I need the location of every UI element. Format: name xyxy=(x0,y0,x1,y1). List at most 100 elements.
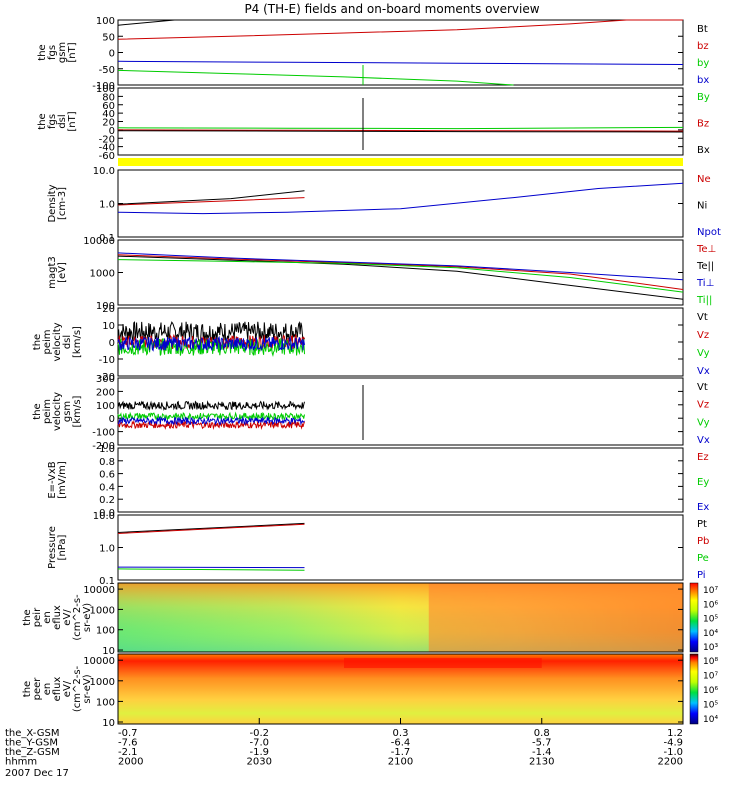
colorbar-tick-label: 10⁴ xyxy=(703,629,718,639)
panel-frame xyxy=(117,514,684,581)
y-axis-label: peim xyxy=(42,399,53,424)
y-tick-label: 80 xyxy=(102,92,115,103)
y-tick-label: 100 xyxy=(96,84,115,95)
y-axis-label: velocity xyxy=(52,322,63,361)
colorbar-tick-label: 10³ xyxy=(703,643,718,653)
y-tick-label: 0 xyxy=(109,414,115,425)
y-axis-label: [mV/m] xyxy=(57,461,68,499)
y-axis-label: [km/s] xyxy=(72,326,83,358)
colorbar xyxy=(689,582,699,653)
colorbar-tick-label: 10⁶ xyxy=(703,686,718,696)
spectrogram-electron-hot xyxy=(344,658,542,668)
legend-label: Vy xyxy=(697,348,710,359)
y-axis-label: the xyxy=(32,403,43,419)
y-tick-label: -100 xyxy=(92,428,115,439)
panel-magt3: 10000 1000 100 magt3 [eV] Te⊥ Te|| Ti⊥ Ti|| xyxy=(47,236,716,312)
y-axis-label: en xyxy=(42,683,53,696)
legend-label: Pb xyxy=(697,536,709,547)
panel-frame xyxy=(117,447,684,513)
legend-label: Ti⊥ xyxy=(696,278,714,289)
y-tick-label: -60 xyxy=(99,151,115,162)
legend-label: Pi xyxy=(697,570,706,581)
y-axis-label: peer xyxy=(32,677,43,701)
y-tick-label: 0.6 xyxy=(99,470,115,481)
series-line-Npot xyxy=(117,182,684,215)
colorbar-tick-label: 10⁵ xyxy=(703,701,718,711)
legend-label: bz xyxy=(697,41,709,52)
ephemeris-value: -1.4 xyxy=(532,747,552,758)
ephemeris-value: 2130 xyxy=(529,757,554,768)
y-tick-label: 1000 xyxy=(90,677,115,688)
y-tick-label: 50 xyxy=(102,32,115,43)
y-axis-label: dsl xyxy=(62,335,73,349)
ephemeris-value: 2200 xyxy=(658,757,683,768)
y-tick-label: 20 xyxy=(102,304,115,315)
ephemeris-value: -5.7 xyxy=(532,738,552,749)
y-tick-label: 40 xyxy=(102,109,115,120)
y-axis-label: [eV] xyxy=(57,262,68,283)
y-tick-label: 0.8 xyxy=(99,457,115,468)
y-tick-label: 10 xyxy=(102,718,115,729)
legend-label: Bt xyxy=(697,24,708,35)
y-axis-label: [nT] xyxy=(67,42,78,62)
series-line-Vx xyxy=(117,335,305,352)
ephemeris-value: -4.9 xyxy=(663,738,683,749)
flag-bar xyxy=(118,158,683,166)
y-axis-label: peim xyxy=(42,329,53,354)
y-axis-label: (cm^2-s- xyxy=(72,665,83,712)
y-tick-label: 0.4 xyxy=(99,482,115,493)
series-line-By xyxy=(117,126,684,130)
y-tick-label: 300 xyxy=(96,374,115,385)
ephemeris-label: the_X-GSM xyxy=(5,728,59,739)
y-axis-label: the xyxy=(37,44,48,60)
ephemeris-value: -7.6 xyxy=(118,738,138,749)
y-axis-label: gsm xyxy=(62,401,73,422)
legend-label: Pt xyxy=(697,519,707,530)
colorbar-tick-label: 10⁷ xyxy=(703,672,718,682)
series-line-Bt xyxy=(117,19,401,26)
legend-label: Ti|| xyxy=(696,295,712,306)
y-tick-label: 0 xyxy=(109,49,115,60)
panel-frame xyxy=(117,19,684,86)
panel-fgs-gsm: 100 50 0 -50 -100 the fgs gsm [nT] Bt bz by bx xyxy=(37,16,709,92)
series-line-bx xyxy=(117,60,684,65)
y-axis-label: sr-eV) xyxy=(82,603,93,632)
series-line-Ti|| xyxy=(117,259,684,293)
y-axis-label: en xyxy=(42,611,53,624)
y-axis-label: Density xyxy=(47,184,58,222)
y-tick-label: -50 xyxy=(99,65,115,76)
series-line-Te|| xyxy=(117,255,684,300)
panel-peer-en-eflux: 10⁸ 10⁷ 10⁶ 10⁵ 10⁴ 10000 1000 100 10 the peer en ef… xyxy=(22,653,718,729)
panel-frame xyxy=(117,582,684,653)
series-line-Pb xyxy=(117,523,305,534)
legend-label: Vt xyxy=(697,312,708,323)
y-tick-label: 100 xyxy=(96,16,115,27)
ephemeris-value: 2030 xyxy=(247,757,272,768)
colorbar xyxy=(689,653,699,725)
y-axis-label: eV/ xyxy=(62,609,73,626)
panel-frame xyxy=(117,377,684,446)
y-tick-label: 20 xyxy=(102,118,115,129)
spectrogram-ion-hot xyxy=(428,583,683,652)
legend-label: Vz xyxy=(697,330,709,341)
y-axis-label: [nPa] xyxy=(57,534,68,560)
y-tick-label: 1.0 xyxy=(99,444,115,455)
legend-label: Pe xyxy=(697,553,709,564)
series-line-Vt xyxy=(117,400,305,411)
y-tick-label: 10 xyxy=(102,646,115,657)
y-axis-label: gsm xyxy=(57,42,68,63)
series-line-Ne xyxy=(117,197,305,206)
panel-peir-en-eflux: 10⁷ 10⁶ 10⁵ 10⁴ 10³ 10000 1000 100 10 the peir en ef… xyxy=(22,582,718,657)
y-tick-label: 0.1 xyxy=(99,233,115,244)
series-line-by xyxy=(117,69,514,86)
y-tick-label: -100 xyxy=(92,81,115,92)
series-line-Vy xyxy=(117,411,305,422)
series-line-Ni xyxy=(117,190,305,205)
y-tick-label: -10 xyxy=(99,355,115,366)
y-axis-label: (cm^2-s- xyxy=(72,594,83,641)
ephemeris-value: -1.9 xyxy=(249,747,269,758)
ephemeris-value: -2.1 xyxy=(118,747,138,758)
y-axis-label: eV/ xyxy=(62,680,73,697)
y-tick-label: 0 xyxy=(109,126,115,137)
